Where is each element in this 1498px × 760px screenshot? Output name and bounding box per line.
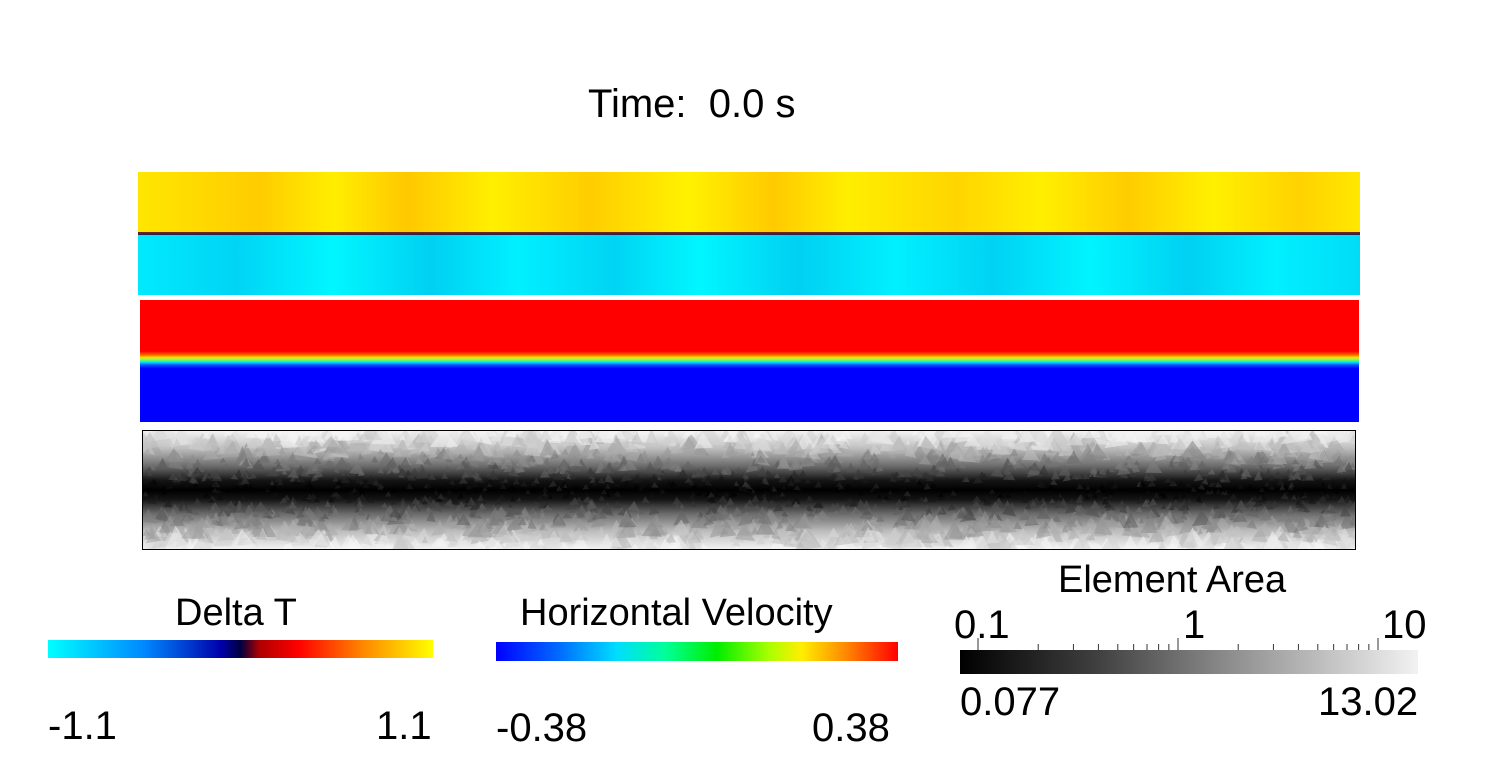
lower-layer-field xyxy=(138,235,1360,295)
velocity-min-label: -0.38 xyxy=(496,706,588,750)
mesh-texture xyxy=(143,431,1355,549)
horizontal-velocity-field-panel xyxy=(140,300,1359,422)
velocity-legend-title: Horizontal Velocity xyxy=(520,592,833,634)
delta-t-min-label: -1.1 xyxy=(48,704,117,748)
velocity-field xyxy=(140,300,1359,422)
area-tick-label-1: 1 xyxy=(1183,603,1206,647)
delta-t-field-panel xyxy=(138,172,1360,295)
element-area-mesh-panel xyxy=(142,430,1356,550)
area-min-label: 0.077 xyxy=(960,680,1061,724)
delta-t-colorbar xyxy=(48,640,433,658)
delta-t-legend-title: Delta T xyxy=(175,592,297,634)
velocity-colorbar xyxy=(496,642,898,661)
area-colorbar xyxy=(960,650,1418,674)
velocity-max-label: 0.38 xyxy=(812,706,890,750)
area-tick-label-2: 10 xyxy=(1382,603,1427,647)
area-max-label: 13.02 xyxy=(1318,680,1419,724)
area-legend-title: Element Area xyxy=(1058,559,1287,601)
time-label: Time: 0.0 s xyxy=(588,82,796,126)
upper-layer-field xyxy=(138,172,1360,232)
delta-t-max-label: 1.1 xyxy=(376,704,432,748)
interface-line xyxy=(138,232,1360,235)
area-tick-label-0: 0.1 xyxy=(954,603,1010,647)
